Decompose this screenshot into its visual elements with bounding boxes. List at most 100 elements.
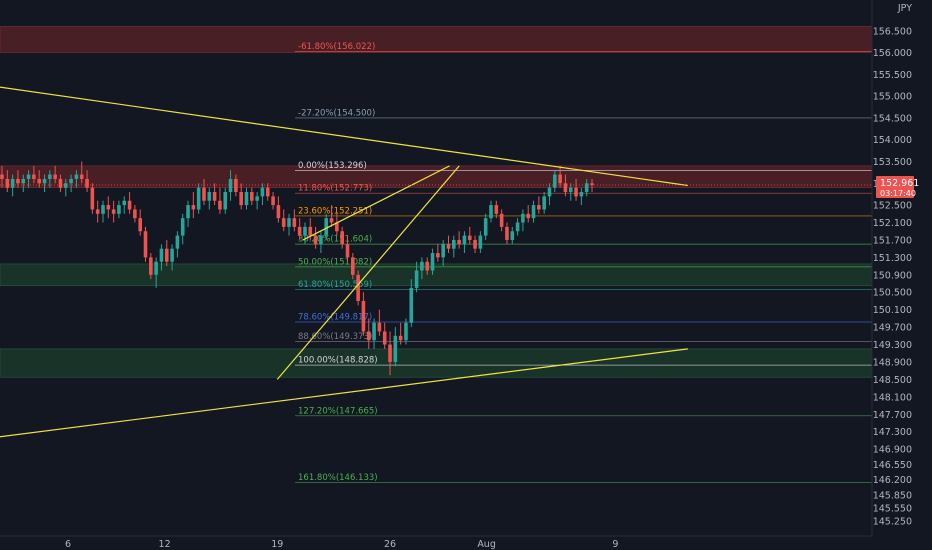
price-tick-label: 153.500: [873, 157, 912, 168]
candle-down: [149, 257, 153, 275]
candle-down: [382, 331, 387, 345]
date-tick-label: 6: [65, 539, 71, 550]
candle-up: [430, 253, 435, 271]
candle-up: [63, 183, 68, 188]
candle-up: [324, 218, 329, 236]
candle-down: [37, 178, 42, 184]
candle-up: [552, 174, 557, 188]
candle-down: [351, 257, 355, 275]
price-axis[interactable]: 156.500 156.000 155.500 155.000 154.500 154.0…: [873, 26, 912, 527]
fib-level-label: 0.00%(153.296): [298, 161, 367, 171]
candle-down: [499, 213, 504, 227]
fib-level-label: 23.60%(152.251): [298, 206, 372, 216]
trendlines[interactable]: [0, 83, 872, 440]
candle-up: [483, 218, 488, 236]
price-tick-label: 152.500: [873, 201, 912, 212]
candle-up: [420, 261, 424, 271]
red-zone: [0, 165, 873, 188]
fibonacci-levels[interactable]: -61.80%(156.022) -27.20%(154.500) 0.00%(15…: [295, 42, 872, 483]
price-tick-label: 147.300: [873, 427, 912, 438]
candle-up: [489, 205, 493, 219]
candle-down: [95, 209, 100, 214]
candle-down: [111, 209, 116, 214]
price-tick-label: 150.500: [873, 288, 912, 299]
candle-down: [425, 261, 430, 271]
candle-down: [202, 187, 206, 201]
trendline: [302, 165, 450, 241]
candle-down: [106, 205, 111, 210]
candle-down: [212, 192, 217, 201]
fib-level-label: 127.20%(147.665): [298, 406, 378, 416]
date-tick-label: 9: [612, 539, 618, 550]
candle-up: [287, 218, 291, 227]
candle-up: [196, 187, 201, 210]
price-tick-label: 151.300: [873, 253, 912, 264]
price-tick-label: 150.900: [873, 270, 912, 281]
candle-down: [276, 205, 281, 219]
candle-down: [53, 174, 57, 179]
candle-up: [48, 174, 52, 179]
candle-up: [452, 239, 456, 249]
candle-down: [218, 200, 222, 210]
candle-down: [164, 248, 169, 262]
candle-down: [335, 222, 339, 232]
candle-down: [436, 253, 440, 258]
candle-down: [563, 183, 568, 193]
candle-up: [303, 226, 307, 236]
candle-up: [542, 196, 546, 210]
candle-down: [133, 209, 137, 219]
countdown-timer: 03:17:40: [880, 189, 916, 198]
candlestick-series: [0, 161, 594, 376]
price-tick-label: 151.700: [873, 235, 912, 246]
candle-up: [21, 178, 26, 184]
trendline: [276, 165, 460, 380]
candle-down: [377, 322, 382, 332]
price-tick-label: 155.500: [873, 70, 912, 81]
candle-up: [122, 200, 127, 206]
fib-level-label: 100.00%(148.828): [298, 356, 378, 366]
candle-up: [478, 235, 483, 249]
candle-down: [505, 226, 509, 240]
candle-down: [271, 196, 275, 206]
candle-up: [74, 174, 79, 179]
price-tick-label: 146.900: [873, 445, 912, 456]
candle-down: [127, 200, 132, 210]
candle-down: [250, 192, 254, 201]
candle-up: [372, 322, 376, 341]
candle-down: [16, 178, 20, 184]
candle-up: [159, 248, 164, 262]
candle-down: [361, 300, 366, 332]
price-tick-label: 147.700: [873, 410, 912, 421]
candle-down: [537, 205, 541, 210]
candle-down: [281, 218, 286, 227]
candle-down: [467, 235, 472, 240]
candle-down: [473, 239, 477, 249]
candle-down: [32, 174, 36, 179]
candle-down: [0, 174, 4, 179]
candle-down: [340, 231, 344, 245]
candle-up: [584, 183, 589, 193]
candle-down: [345, 244, 350, 258]
candle-up: [568, 187, 573, 193]
price-tick-label: 145.250: [873, 517, 912, 528]
candle-up: [42, 178, 47, 184]
date-tick-label: 26: [384, 539, 396, 550]
candle-up: [579, 192, 584, 197]
candle-up: [170, 248, 174, 262]
candle-up: [244, 192, 249, 206]
price-tick-label: 152.100: [873, 218, 912, 229]
fib-level-label: 161.80%(146.133): [298, 473, 378, 483]
time-axis[interactable]: 6 12 19 26 Aug 9: [65, 539, 618, 550]
candle-down: [297, 226, 302, 236]
candle-down: [446, 244, 451, 249]
price-tick-label: 146.200: [873, 475, 912, 486]
candle-up: [228, 178, 233, 193]
candle-down: [590, 183, 594, 186]
candle-down: [79, 174, 84, 179]
currency-label: JPY: [897, 3, 912, 14]
fib-level-label: 11.80%(152.773): [298, 184, 372, 194]
trendline: [0, 86, 688, 187]
fib-level-label: 38.20%(151.604): [298, 235, 372, 245]
price-tick-label: 154.500: [873, 113, 912, 124]
